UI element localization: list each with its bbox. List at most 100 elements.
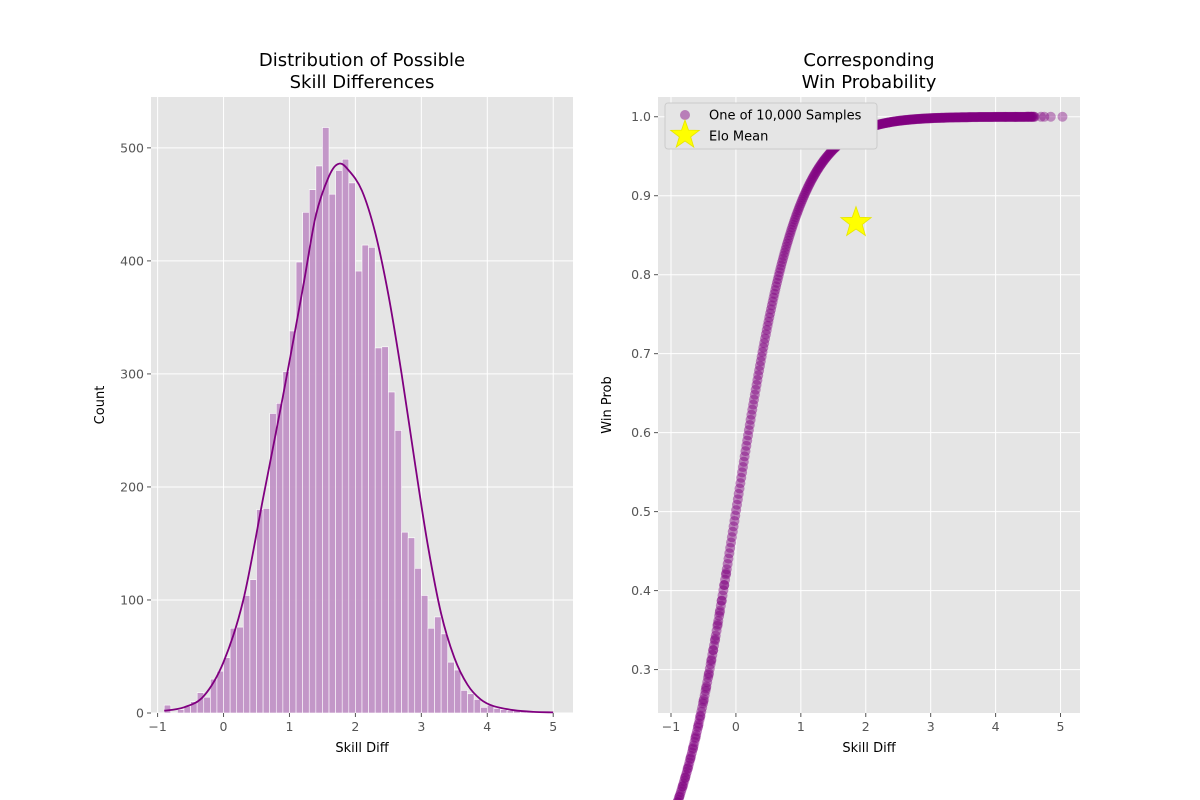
y-tick-label: 0.7 <box>631 346 651 361</box>
sample-point <box>756 351 767 362</box>
sample-point <box>779 247 790 258</box>
sample-point <box>693 720 704 731</box>
histogram-bar <box>348 182 356 714</box>
sample-point <box>891 116 902 127</box>
sample-point <box>817 158 828 169</box>
sample-point <box>1024 111 1035 122</box>
sample-point <box>962 112 973 123</box>
sample-point <box>970 112 981 123</box>
sample-point <box>1057 111 1068 122</box>
sample-point <box>692 722 703 733</box>
sample-point <box>709 640 720 651</box>
legend-sample-marker <box>680 110 690 120</box>
y-tick-label: 400 <box>120 253 144 268</box>
sample-point <box>950 112 961 123</box>
sample-point <box>817 156 828 167</box>
histogram-bar <box>322 127 330 714</box>
sample-point <box>980 111 991 122</box>
sample-point <box>746 409 757 420</box>
sample-point <box>970 112 981 123</box>
sample-point <box>718 585 729 596</box>
sample-point <box>880 117 891 128</box>
y-tick-label: 0 <box>136 706 144 721</box>
x-tick-label: 4 <box>483 719 491 734</box>
sample-point <box>900 115 911 126</box>
sample-point <box>706 655 717 666</box>
scatter-grid <box>658 97 1080 713</box>
sample-point <box>798 192 809 203</box>
sample-point <box>760 333 771 344</box>
sample-point <box>877 118 888 129</box>
histogram-bar <box>223 657 231 714</box>
sample-point <box>958 112 969 123</box>
x-tick-label: 4 <box>992 719 1000 734</box>
sample-point <box>987 111 998 122</box>
sample-point <box>811 167 822 178</box>
sample-point <box>693 718 704 729</box>
sample-point <box>675 789 686 800</box>
sample-point <box>773 270 784 281</box>
sample-point <box>810 168 821 179</box>
sample-point <box>697 698 708 709</box>
sample-point <box>777 257 788 268</box>
sample-point <box>890 116 901 127</box>
histogram-x-axis-label: Skill Diff <box>335 741 389 756</box>
legend-label-elo-mean: Elo Mean <box>709 130 768 145</box>
sample-point <box>678 778 689 789</box>
sample-point <box>876 118 887 129</box>
histogram-bar <box>368 247 376 714</box>
sample-point <box>936 112 947 123</box>
sample-point <box>783 235 794 246</box>
sample-point <box>912 114 923 125</box>
sample-point <box>820 153 831 164</box>
sample-point <box>957 112 968 123</box>
sample-point <box>786 224 797 235</box>
sample-point <box>1027 111 1038 122</box>
sample-point <box>825 147 836 158</box>
sample-point <box>815 160 826 171</box>
sample-point <box>679 775 690 786</box>
sample-point <box>979 112 990 123</box>
x-tick-label: 0 <box>732 719 740 734</box>
sample-point <box>932 112 943 123</box>
sample-point <box>759 338 770 349</box>
sample-point <box>881 117 892 128</box>
histogram-bar <box>256 509 264 714</box>
sample-point <box>674 792 685 800</box>
sample-point <box>673 797 682 800</box>
sample-point <box>890 116 901 127</box>
sample-point <box>787 222 798 233</box>
histogram-bars <box>163 127 534 714</box>
sample-point <box>795 198 806 209</box>
sample-point <box>708 645 719 656</box>
sample-point <box>757 347 768 358</box>
sample-point <box>745 414 756 425</box>
sample-point <box>823 149 834 160</box>
sample-point <box>724 548 735 559</box>
histogram-bar <box>506 710 514 714</box>
sample-point <box>1026 111 1037 122</box>
sample-point <box>688 742 699 753</box>
sample-point <box>924 113 935 124</box>
sample-point <box>713 615 724 626</box>
sample-point <box>680 769 691 780</box>
sample-point <box>728 521 739 532</box>
sample-point <box>1009 111 1020 122</box>
sample-point <box>738 456 749 467</box>
histogram-bar <box>328 193 336 714</box>
sample-point <box>788 219 799 230</box>
sample-point <box>960 112 971 123</box>
sample-point <box>921 113 932 124</box>
sample-point <box>1007 111 1018 122</box>
sample-point <box>811 165 822 176</box>
sample-point <box>771 277 782 288</box>
sample-point <box>933 112 944 123</box>
sample-point <box>966 112 977 123</box>
sample-point <box>783 233 794 244</box>
sample-point <box>1020 111 1031 122</box>
sample-point <box>822 151 833 162</box>
sample-point <box>907 114 918 125</box>
sample-point <box>1015 111 1026 122</box>
legend: One of 10,000 Samples Elo Mean <box>664 102 878 150</box>
sample-point <box>687 744 698 755</box>
